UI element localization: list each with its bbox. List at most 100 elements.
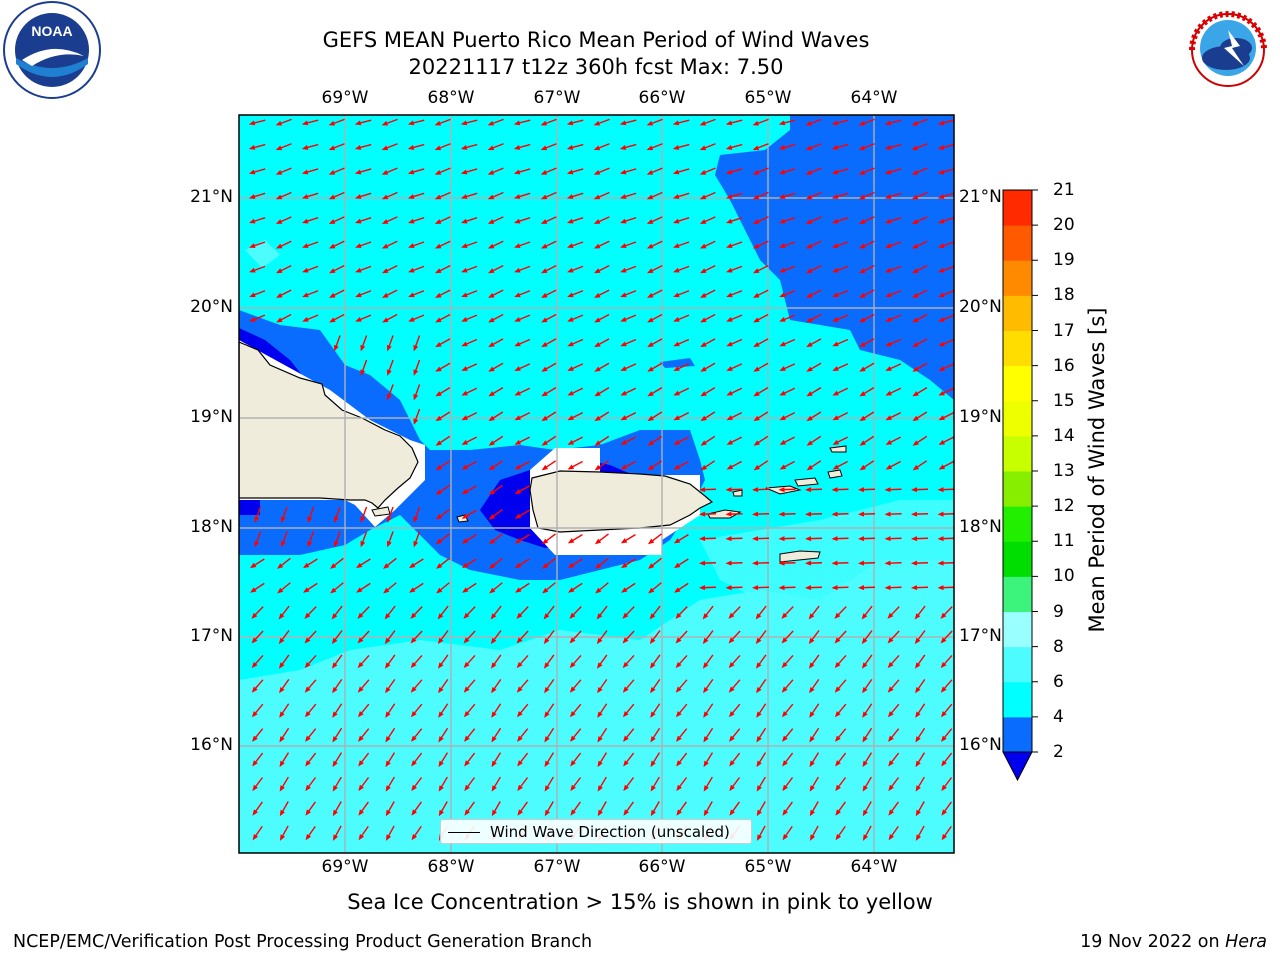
wave-arrow (756, 678, 767, 694)
wave-arrow (570, 801, 581, 816)
wave-arrow (567, 460, 583, 470)
wave-arrow (887, 630, 900, 644)
very-short-period-sw (239, 498, 260, 515)
wave-arrow (832, 387, 849, 396)
wave-arrow (700, 435, 716, 446)
wave-arrow (304, 630, 317, 644)
wave-arrow (517, 777, 529, 792)
wave-arrow (809, 825, 819, 841)
wave-arrow (435, 509, 450, 520)
wave-arrow (835, 752, 847, 767)
wave-arrow (461, 460, 477, 470)
wave-arrow (834, 703, 847, 718)
wave-arrow (566, 216, 584, 224)
wave-arrow (912, 338, 928, 348)
wave-arrow (382, 313, 398, 323)
wave-arrow (567, 436, 583, 445)
wave-arrow (491, 703, 502, 718)
wave-arrow (410, 679, 423, 693)
wave-arrow (513, 143, 531, 150)
wave-arrow (806, 313, 822, 323)
wave-arrow (411, 801, 422, 816)
wave-arrow (623, 777, 635, 792)
wave-arrow (254, 531, 262, 548)
wave-arrow (911, 118, 928, 126)
wave-arrow (809, 752, 820, 768)
wave-arrow (937, 119, 954, 126)
wave-arrow (408, 241, 425, 249)
wave-arrow (858, 240, 875, 249)
lat-tick-left: 17°N (190, 626, 233, 646)
wave-arrow (542, 582, 556, 594)
wave-arrow (937, 511, 954, 517)
wave-arrow (593, 191, 610, 200)
wave-arrow (596, 654, 608, 669)
colorbar-segment (1003, 400, 1032, 437)
wave-arrow (620, 265, 637, 273)
wave-arrow (330, 582, 344, 594)
wave-arrow (275, 167, 292, 175)
wave-arrow (887, 679, 900, 693)
wave-arrow (434, 118, 451, 126)
wave-arrow (488, 411, 504, 422)
wave-arrow (941, 728, 953, 742)
wave-arrow (831, 511, 849, 517)
wave-arrow (674, 582, 689, 593)
wave-arrow (940, 654, 953, 669)
wave-arrow (301, 119, 319, 126)
wave-arrow (436, 582, 450, 594)
wave-arrow (411, 752, 423, 767)
wave-arrow (728, 606, 741, 619)
wave-arrow (328, 167, 345, 175)
wave-arrow (699, 118, 716, 126)
wave-arrow (489, 582, 503, 594)
wave-arrow (831, 168, 849, 175)
wave-arrow (276, 313, 292, 323)
wave-arrow (831, 216, 849, 224)
wave-arrow (461, 558, 477, 569)
wave-arrow (858, 536, 876, 542)
wave-arrow (752, 191, 769, 200)
wave-arrow (544, 801, 554, 817)
wave-arrow (597, 727, 608, 743)
wave-arrow (413, 359, 421, 376)
wave-arrow (675, 606, 688, 619)
wave-arrow (726, 241, 743, 249)
wave-arrow (646, 143, 663, 151)
wave-arrow (676, 728, 688, 742)
wave-arrow (276, 289, 292, 298)
wave-arrow (410, 703, 423, 718)
wave-arrow (358, 752, 370, 767)
colorbar-segment (1003, 611, 1032, 648)
wave-arrow (912, 362, 928, 372)
wave-arrow (357, 606, 370, 619)
wave-arrow (329, 289, 345, 298)
wave-arrow (301, 216, 319, 224)
wave-arrow (593, 167, 610, 175)
wave-arrow (831, 192, 849, 199)
wave-arrow (779, 314, 796, 322)
wave-arrow (806, 411, 822, 422)
legend-line-symbol (448, 832, 480, 833)
wave-arrow (488, 484, 504, 495)
wave-arrow (831, 143, 849, 150)
wave-arrow (884, 511, 902, 517)
wave-arrow (252, 801, 263, 816)
wave-arrow (461, 412, 478, 421)
wave-arrow (544, 678, 555, 694)
wave-arrow (938, 265, 954, 273)
wave-arrow (277, 582, 291, 594)
wave-arrow (435, 338, 451, 348)
wave-arrow (756, 776, 766, 792)
wave-arrow (623, 801, 634, 816)
wave-arrow (566, 192, 584, 199)
wave-arrow (566, 143, 584, 150)
wave-arrow (729, 728, 741, 742)
wave-arrow (248, 143, 266, 150)
wave-arrow (461, 534, 477, 544)
wave-arrow (437, 654, 449, 669)
wave-arrow (435, 289, 451, 298)
wave-arrow (861, 605, 873, 620)
wave-arrow (249, 290, 266, 298)
wave-arrow (725, 585, 743, 591)
